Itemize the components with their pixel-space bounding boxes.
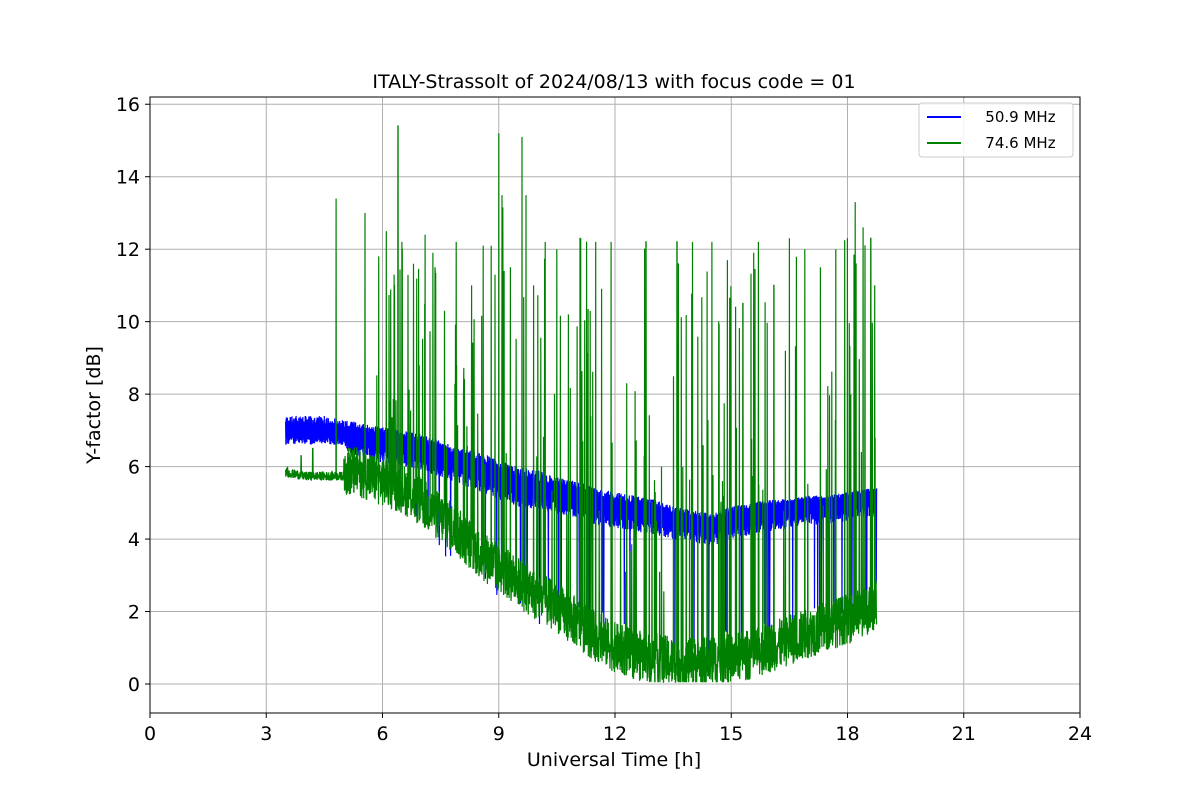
legend: 50.9 MHz 74.6 MHz [918,102,1074,158]
x-tick-label: 3 [260,723,272,745]
y-tick-label: 6 [128,457,140,479]
y-tick-label: 16 [116,94,140,116]
legend-label: 50.9 MHz [971,108,1056,126]
series-74-6-line [285,125,878,683]
y-tick-label: 4 [128,529,140,551]
y-tick-label: 0 [128,674,140,696]
x-tick-label: 21 [952,723,976,745]
x-tick-label: 0 [144,723,156,745]
y-tick-label: 14 [116,167,140,189]
x-tick-label: 9 [493,723,505,745]
series-layer [285,125,878,683]
y-tick-label: 10 [116,312,140,334]
y-tick-label: 12 [116,239,140,261]
y-tick-label: 8 [128,384,140,406]
x-axis-label: Universal Time [h] [527,749,701,771]
x-tick-label: 18 [835,723,859,745]
y-tick-label: 2 [128,602,140,624]
x-tick-label: 12 [603,723,627,745]
y-axis-label: Y-factor [dB] [83,346,105,465]
x-tick-label: 24 [1068,723,1092,745]
chart-title: ITALY-Strassolt of 2024/08/13 with focus… [372,71,855,93]
x-tick-label: 15 [719,723,743,745]
legend-label: 74.6 MHz [971,134,1056,152]
x-tick-label: 6 [376,723,388,745]
